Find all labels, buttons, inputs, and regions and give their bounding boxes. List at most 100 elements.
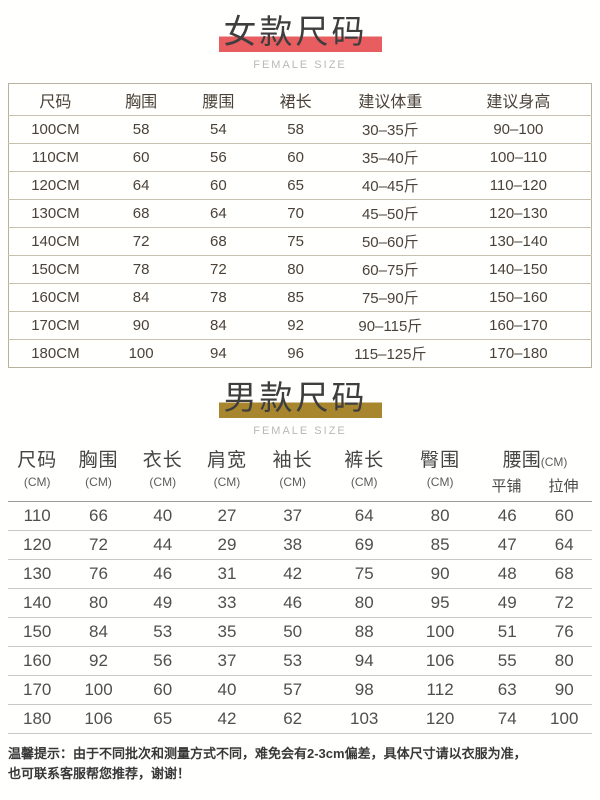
table-cell: 84 [101, 283, 181, 312]
female-table-header-row: 尺码 胸围 腰围 裙长 建议体重 建议身高 [9, 84, 592, 116]
table-cell: 150CM [8, 255, 102, 284]
waist-header-unit: (CM) [540, 455, 568, 469]
table-cell: 115–125斤 [334, 339, 446, 368]
table-cell: 29 [194, 530, 260, 560]
table-row: 100CM 58 54 58 30–35斤 90–100 [8, 115, 592, 144]
table-cell: 106 [66, 704, 131, 734]
table-cell: 40 [194, 675, 260, 705]
table-row: 130CM 68 64 70 45–50斤 120–130 [8, 199, 592, 228]
table-cell: 100 [536, 704, 592, 734]
table-cell: 120 [8, 530, 67, 560]
male-section-title: 男款尺码 [218, 378, 382, 419]
table-cell: 53 [130, 617, 195, 647]
table-cell: 80 [536, 646, 592, 676]
table-cell: 64 [180, 199, 257, 228]
table-cell: 44 [130, 530, 195, 560]
table-cell: 37 [259, 501, 327, 531]
column-header-waist-group: 腰围(CM) 平铺 拉伸 [478, 445, 592, 502]
table-cell: 110 [8, 501, 67, 531]
table-cell: 160–170 [445, 311, 592, 340]
female-table-body: 100CM 58 54 58 30–35斤 90–100 110CM 60 56 60 35–40斤… [8, 115, 592, 368]
table-cell: 180 [8, 704, 67, 734]
table-cell: 94 [180, 339, 257, 368]
table-cell: 56 [180, 143, 257, 172]
table-cell: 90–100 [445, 115, 592, 144]
table-cell: 80 [326, 588, 403, 618]
table-row: 180CM 100 94 96 115–125斤 170–180 [8, 339, 592, 368]
column-header-suggested-height: 建议身高 [486, 93, 551, 111]
table-cell: 100–110 [445, 143, 592, 172]
table-row: 170CM 90 84 92 90–115斤 160–170 [8, 311, 592, 340]
table-cell: 64 [536, 530, 592, 560]
table-cell: 62 [259, 704, 327, 734]
table-row: 110 66 40 27 37 64 80 46 60 [8, 501, 592, 531]
header-label: 裤长 [344, 450, 385, 471]
table-cell: 42 [259, 559, 327, 589]
table-cell: 100 [66, 675, 131, 705]
header-unit: (CM) [350, 475, 378, 489]
male-table-body: 110 66 40 27 37 64 80 46 60 120 72 44 29 38 69 85 47 64 13… [8, 501, 592, 734]
table-cell: 31 [194, 559, 260, 589]
column-header-garment-length: 衣长 (CM) [130, 445, 195, 502]
waist-header-label: 腰围 [502, 450, 541, 471]
table-cell: 110CM [8, 143, 102, 172]
table-cell: 72 [536, 588, 592, 618]
table-cell: 120–130 [445, 199, 592, 228]
header-unit: (CM) [149, 475, 177, 489]
table-cell: 57 [259, 675, 327, 705]
table-cell: 46 [130, 559, 195, 589]
header-label: 衣长 [142, 450, 183, 471]
table-row: 120CM 64 60 65 40–45斤 110–120 [8, 171, 592, 200]
table-cell: 64 [326, 501, 403, 531]
male-table-header-row: 尺码 (CM) 胸围 (CM) 衣长 (CM) 肩宽 (CM) [8, 445, 592, 502]
table-cell: 50–60斤 [334, 227, 446, 256]
table-cell: 92 [66, 646, 131, 676]
header-label: 肩宽 [206, 450, 247, 471]
table-cell: 35–40斤 [334, 143, 446, 172]
table-cell: 30–35斤 [334, 115, 446, 144]
column-header-bust: 胸围 [125, 93, 158, 111]
table-cell: 68 [536, 559, 592, 589]
table-cell: 69 [326, 530, 403, 560]
column-header-size: 尺码 [39, 93, 72, 111]
table-cell: 170CM [8, 311, 102, 340]
table-cell: 48 [478, 559, 537, 589]
table-cell: 84 [180, 311, 257, 340]
table-cell: 75 [256, 227, 335, 256]
table-cell: 46 [259, 588, 327, 618]
header-label: 臀围 [420, 450, 461, 471]
header-unit: (CM) [213, 475, 241, 489]
table-cell: 100 [402, 617, 479, 647]
table-cell: 66 [66, 501, 131, 531]
female-size-table: 尺码 胸围 腰围 裙长 建议体重 建议身高 100CM 58 54 58 30–35斤 9… [8, 83, 592, 368]
table-cell: 74 [478, 704, 537, 734]
column-header-shoulder-width: 肩宽 (CM) [194, 445, 260, 502]
waist-subheader-flat: 平铺 [491, 478, 522, 495]
table-row: 130 76 46 31 42 75 90 48 68 [8, 559, 592, 589]
table-cell: 75 [326, 559, 403, 589]
table-cell: 85 [402, 530, 479, 560]
table-cell: 140CM [8, 227, 102, 256]
column-header-pants-length: 裤长 (CM) [326, 445, 403, 502]
table-cell: 55 [478, 646, 537, 676]
table-cell: 106 [402, 646, 479, 676]
header-unit: (CM) [426, 475, 454, 489]
table-cell: 80 [256, 255, 335, 284]
table-cell: 63 [478, 675, 537, 705]
header-label: 袖长 [272, 450, 313, 471]
female-section-title: 女款尺码 [218, 12, 382, 53]
table-cell: 80 [66, 588, 131, 618]
table-row: 160 92 56 37 53 94 106 55 80 [8, 646, 592, 676]
female-title-row: 女款尺码 [0, 0, 600, 53]
table-cell: 42 [194, 704, 260, 734]
table-cell: 60 [536, 501, 592, 531]
table-row: 150CM 78 72 80 60–75斤 140–150 [8, 255, 592, 284]
column-header-skirt-length: 裙长 [279, 93, 312, 111]
table-cell: 65 [256, 171, 335, 200]
table-cell: 90 [402, 559, 479, 589]
table-cell: 49 [130, 588, 195, 618]
table-cell: 94 [326, 646, 403, 676]
table-cell: 33 [194, 588, 260, 618]
table-cell: 64 [101, 171, 181, 200]
